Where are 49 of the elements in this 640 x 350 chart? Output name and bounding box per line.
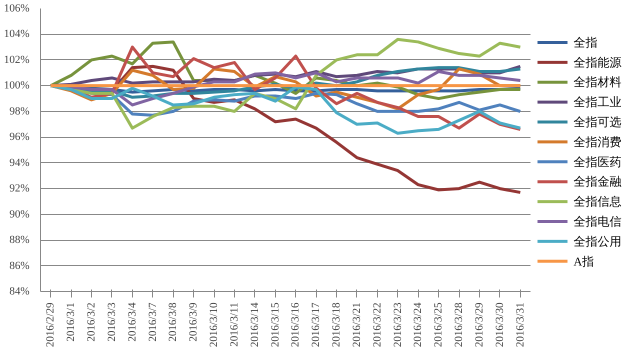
line-series (49, 84, 522, 135)
x-tick-label: 2016/3/9 (188, 302, 200, 342)
y-tick-label: 98% (9, 105, 30, 118)
x-tick-label: 2016/3/4 (126, 302, 138, 342)
y-tick-label: 100% (4, 80, 30, 92)
x-tick-label: 2016/3/14 (248, 302, 261, 348)
x-tick-label: 2016/3/31 (514, 302, 526, 348)
x-tick-label: 2016/3/16 (290, 302, 302, 348)
y-tick-label: 90% (9, 208, 30, 220)
x-tick-label: 2016/3/21 (350, 302, 363, 348)
x-tick-label: 2016/3/11 (228, 302, 240, 347)
y-tick-label: 88% (9, 234, 30, 246)
x-tick-label: 2016/3/17 (310, 302, 322, 348)
legend-label: 全指可选 (574, 115, 622, 130)
legend-label: 全指电信 (574, 214, 622, 228)
legend-label: 全指消费 (574, 134, 622, 149)
x-tick-label: 2016/3/25 (432, 302, 445, 348)
legend-label: 全指金融 (574, 174, 622, 189)
legend-label: 全指 (574, 35, 598, 50)
legend-label: 全指能源 (574, 55, 622, 70)
y-tick-label: 84% (9, 286, 30, 298)
y-tick-label: 106% (4, 2, 30, 14)
legend-label: 全指材料 (574, 75, 622, 90)
x-tick-label: 2016/3/18 (330, 302, 343, 348)
x-tick-label: 2016/3/3 (106, 302, 118, 342)
x-tick-label: 2016/3/30 (494, 302, 506, 348)
x-tick-label: 2016/3/10 (208, 302, 220, 348)
legend-label: 全指医药 (574, 154, 622, 169)
legend-label: 全指信息 (574, 194, 622, 209)
y-tick-label: 92% (9, 182, 30, 195)
y-tick-label: 96% (9, 131, 30, 144)
x-tick-label: 2016/3/7 (146, 302, 159, 342)
x-tick-label: 2016/3/22 (371, 302, 384, 348)
x-tick-label: 2016/3/23 (392, 302, 404, 348)
y-tick-label: 94% (9, 156, 30, 169)
legend-label: 全指公用 (574, 234, 622, 248)
x-tick-label: 2016/2/29 (44, 302, 57, 348)
x-tick-label: 2016/3/28 (453, 302, 466, 348)
legend-label: A指 (574, 254, 594, 268)
x-tick-label: 2016/3/1 (65, 302, 78, 342)
x-tick-label: 2016/3/2 (86, 302, 98, 342)
x-tick-label: 2016/3/24 (412, 302, 424, 348)
y-tick-label: 104% (4, 28, 30, 40)
legend-label: 全指工业 (574, 95, 622, 110)
x-tick-label: 2016/3/8 (167, 302, 180, 342)
x-tick-label: 2016/3/29 (473, 302, 486, 348)
y-tick-label: 86% (9, 260, 30, 272)
x-tick-label: 2016/3/15 (269, 302, 282, 348)
y-tick-label: 102% (4, 54, 30, 66)
